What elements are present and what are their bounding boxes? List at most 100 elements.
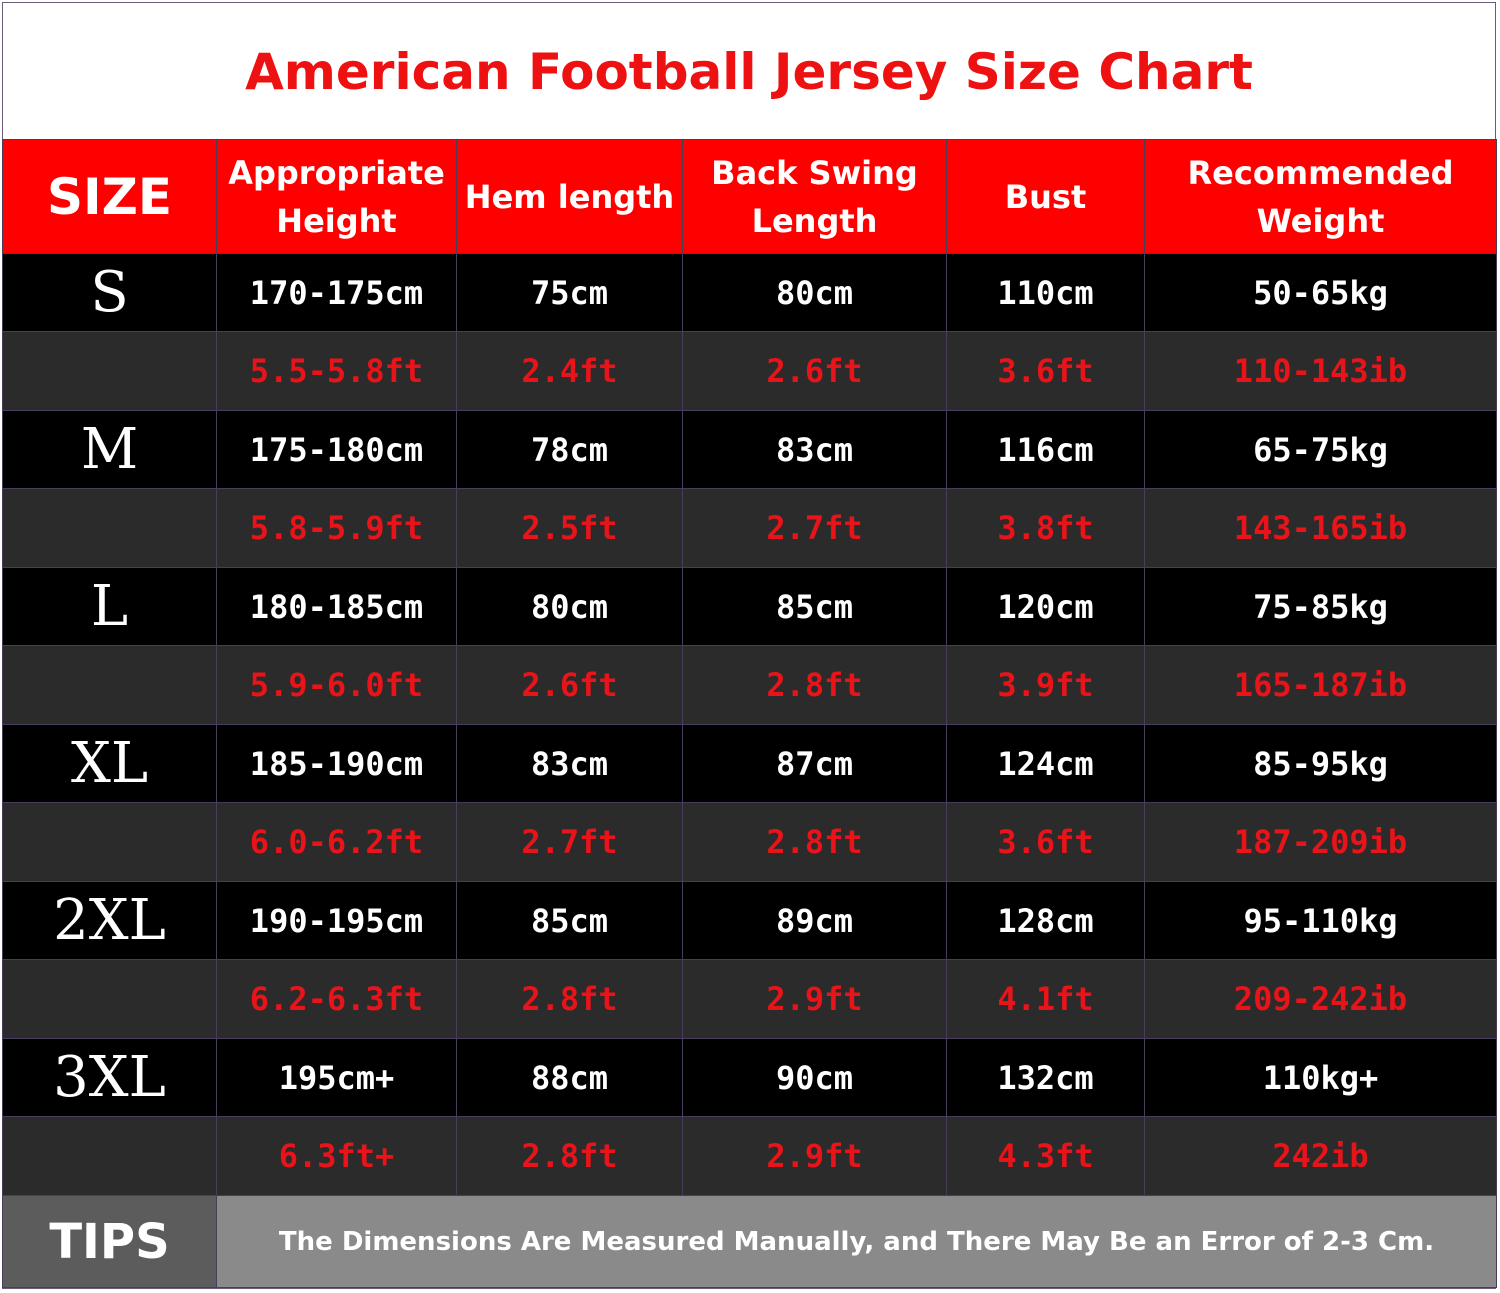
metric-hem-cell: 75cm <box>456 253 683 332</box>
size-spacer <box>2 802 217 882</box>
metric-height-cell: 190-195cm <box>216 881 457 960</box>
metric-hem-cell: 88cm <box>456 1038 683 1117</box>
table-row: 6.3ft+ 2.8ft 2.9ft 4.3ft 242ib <box>2 1116 1497 1196</box>
table-row: 2XL 190-195cm 85cm 89cm 128cm 95-110kg <box>2 881 1497 960</box>
metric-bust-cell: 132cm <box>946 1038 1145 1117</box>
header-back-line2: Length <box>751 201 878 240</box>
table-row: XL 185-190cm 83cm 87cm 124cm 85-95kg <box>2 724 1497 803</box>
tips-label: TIPS <box>2 1195 217 1288</box>
size-spacer <box>2 331 217 411</box>
header-weight: Recommended Weight <box>1144 139 1497 254</box>
metric-bust-cell: 124cm <box>946 724 1145 803</box>
metric-bust-cell: 116cm <box>946 410 1145 489</box>
imperial-weight-cell: 209-242ib <box>1144 959 1497 1039</box>
header-row: SIZE Appropriate Height Hem length Back … <box>2 139 1497 254</box>
imperial-hem-cell: 2.5ft <box>456 488 683 568</box>
header-back-line1: Back Swing <box>711 153 918 192</box>
table-row: M 175-180cm 78cm 83cm 116cm 65-75kg <box>2 410 1497 489</box>
imperial-bust-cell: 3.9ft <box>946 645 1145 725</box>
size-label: XL <box>2 724 217 803</box>
metric-weight-cell: 50-65kg <box>1144 253 1497 332</box>
metric-height-cell: 185-190cm <box>216 724 457 803</box>
header-height: Appropriate Height <box>216 139 457 254</box>
tips-row: TIPS The Dimensions Are Measured Manuall… <box>2 1195 1497 1288</box>
imperial-bust-cell: 4.1ft <box>946 959 1145 1039</box>
header-height-line2: Height <box>276 201 397 240</box>
size-label: 2XL <box>2 881 217 960</box>
table-row: 5.9-6.0ft 2.6ft 2.8ft 3.9ft 165-187ib <box>2 645 1497 725</box>
metric-back-cell: 85cm <box>682 567 947 646</box>
header-bust: Bust <box>946 139 1145 254</box>
metric-height-cell: 175-180cm <box>216 410 457 489</box>
metric-back-cell: 83cm <box>682 410 947 489</box>
metric-hem-cell: 78cm <box>456 410 683 489</box>
size-label: 3XL <box>2 1038 217 1117</box>
size-spacer <box>2 959 217 1039</box>
imperial-back-cell: 2.8ft <box>682 802 947 882</box>
metric-height-cell: 170-175cm <box>216 253 457 332</box>
table-row: S 170-175cm 75cm 80cm 110cm 50-65kg <box>2 253 1497 332</box>
imperial-height-cell: 6.2-6.3ft <box>216 959 457 1039</box>
metric-weight-cell: 85-95kg <box>1144 724 1497 803</box>
imperial-back-cell: 2.9ft <box>682 1116 947 1196</box>
imperial-back-cell: 2.6ft <box>682 331 947 411</box>
table-row: 5.8-5.9ft 2.5ft 2.7ft 3.8ft 143-165ib <box>2 488 1497 568</box>
imperial-height-cell: 6.0-6.2ft <box>216 802 457 882</box>
imperial-height-cell: 5.8-5.9ft <box>216 488 457 568</box>
tips-text: The Dimensions Are Measured Manually, an… <box>216 1195 1497 1288</box>
imperial-bust-cell: 3.6ft <box>946 331 1145 411</box>
header-size: SIZE <box>2 139 217 254</box>
metric-height-cell: 180-185cm <box>216 567 457 646</box>
metric-hem-cell: 80cm <box>456 567 683 646</box>
chart-title: American Football Jersey Size Chart <box>245 43 1253 101</box>
header-hem: Hem length <box>456 139 683 254</box>
metric-weight-cell: 65-75kg <box>1144 410 1497 489</box>
imperial-weight-cell: 143-165ib <box>1144 488 1497 568</box>
imperial-weight-cell: 187-209ib <box>1144 802 1497 882</box>
table-row: 5.5-5.8ft 2.4ft 2.6ft 3.6ft 110-143ib <box>2 331 1497 411</box>
imperial-bust-cell: 4.3ft <box>946 1116 1145 1196</box>
imperial-weight-cell: 110-143ib <box>1144 331 1497 411</box>
size-spacer <box>2 1116 217 1196</box>
imperial-hem-cell: 2.6ft <box>456 645 683 725</box>
imperial-back-cell: 2.9ft <box>682 959 947 1039</box>
imperial-height-cell: 6.3ft+ <box>216 1116 457 1196</box>
imperial-back-cell: 2.7ft <box>682 488 947 568</box>
table-row: 6.0-6.2ft 2.7ft 2.8ft 3.6ft 187-209ib <box>2 802 1497 882</box>
size-spacer <box>2 645 217 725</box>
size-table: SIZE Appropriate Height Hem length Back … <box>2 139 1497 1288</box>
metric-weight-cell: 75-85kg <box>1144 567 1497 646</box>
metric-back-cell: 80cm <box>682 253 947 332</box>
table-row: 3XL 195cm+ 88cm 90cm 132cm 110kg+ <box>2 1038 1497 1117</box>
imperial-hem-cell: 2.4ft <box>456 331 683 411</box>
imperial-height-cell: 5.9-6.0ft <box>216 645 457 725</box>
imperial-weight-cell: 165-187ib <box>1144 645 1497 725</box>
table-row: 6.2-6.3ft 2.8ft 2.9ft 4.1ft 209-242ib <box>2 959 1497 1039</box>
header-height-line1: Appropriate <box>228 153 445 192</box>
metric-hem-cell: 85cm <box>456 881 683 960</box>
metric-bust-cell: 110cm <box>946 253 1145 332</box>
size-label: S <box>2 253 217 332</box>
metric-weight-cell: 110kg+ <box>1144 1038 1497 1117</box>
metric-back-cell: 90cm <box>682 1038 947 1117</box>
size-label: L <box>2 567 217 646</box>
imperial-weight-cell: 242ib <box>1144 1116 1497 1196</box>
metric-back-cell: 89cm <box>682 881 947 960</box>
imperial-height-cell: 5.5-5.8ft <box>216 331 457 411</box>
size-label: M <box>2 410 217 489</box>
imperial-bust-cell: 3.8ft <box>946 488 1145 568</box>
size-spacer <box>2 488 217 568</box>
imperial-bust-cell: 3.6ft <box>946 802 1145 882</box>
metric-height-cell: 195cm+ <box>216 1038 457 1117</box>
header-back-swing: Back Swing Length <box>682 139 947 254</box>
imperial-hem-cell: 2.8ft <box>456 959 683 1039</box>
header-weight-line1: Recommended <box>1187 153 1454 192</box>
imperial-hem-cell: 2.7ft <box>456 802 683 882</box>
imperial-hem-cell: 2.8ft <box>456 1116 683 1196</box>
imperial-back-cell: 2.8ft <box>682 645 947 725</box>
metric-bust-cell: 120cm <box>946 567 1145 646</box>
metric-weight-cell: 95-110kg <box>1144 881 1497 960</box>
header-weight-line2: Weight <box>1256 201 1385 240</box>
table-row: L 180-185cm 80cm 85cm 120cm 75-85kg <box>2 567 1497 646</box>
metric-back-cell: 87cm <box>682 724 947 803</box>
